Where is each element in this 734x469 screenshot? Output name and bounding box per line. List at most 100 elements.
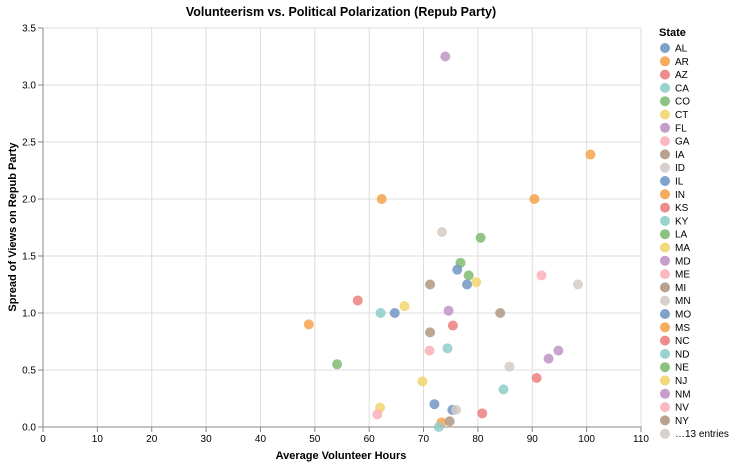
legend-swatch — [660, 295, 670, 306]
legend-entry-label: MS — [675, 323, 690, 334]
legend-entry-label: MN — [675, 296, 691, 307]
legend-entry-label: ME — [675, 270, 690, 281]
legend-entry-label: …13 entries — [675, 429, 729, 440]
y-tick-label: 1.5 — [22, 252, 36, 263]
legend: State AL AR AZ CA CO CT FL GA IA ID IL IN KS KY LA MA MD… — [659, 27, 729, 440]
legend-swatch — [660, 322, 670, 333]
legend-swatch — [660, 375, 670, 386]
data-point — [553, 345, 564, 356]
data-point — [451, 404, 462, 415]
x-tick-label: 30 — [201, 434, 213, 445]
data-point — [498, 384, 509, 395]
legend-entry-label: FL — [675, 123, 687, 134]
y-tick-label: 2.0 — [22, 195, 36, 206]
data-point — [529, 194, 540, 204]
legend-swatch — [660, 149, 670, 160]
legend-entry-label: NY — [675, 416, 689, 427]
axes: 0 10 20 30 40 50 60 70 80 90 100 110 0.0 0.5 1.0 1.5 2.0… — [22, 24, 649, 446]
x-tick-label: 90 — [527, 434, 539, 445]
data-point — [372, 409, 383, 420]
x-tick-label: 10 — [92, 434, 104, 445]
legend-entry-label: NM — [675, 389, 691, 400]
legend-swatch — [660, 282, 670, 293]
data-point — [462, 279, 473, 290]
data-point — [444, 416, 455, 427]
data-point — [429, 399, 440, 410]
legend-swatch — [660, 229, 670, 240]
x-tick-label: 0 — [40, 434, 46, 445]
legend-swatch — [660, 122, 670, 133]
y-tick-label: 1.0 — [22, 309, 36, 320]
legend-entry-label: MA — [675, 243, 690, 254]
legend-entry-label: KY — [675, 216, 689, 227]
x-tick-label: 110 — [633, 434, 649, 445]
legend-swatch — [660, 109, 670, 120]
y-axis-label: Spread of Views on Repub Party — [7, 142, 19, 312]
y-tick-label: 3.0 — [22, 81, 36, 92]
legend-swatch — [660, 215, 670, 226]
x-tick-label: 40 — [255, 434, 267, 445]
legend-entry-label: ND — [675, 349, 689, 360]
data-point — [443, 305, 454, 316]
legend-entry-label: GA — [675, 137, 690, 148]
legend-entry-label: KS — [675, 203, 689, 214]
data-point — [417, 376, 428, 387]
legend-swatch — [660, 402, 670, 413]
data-point — [352, 295, 363, 306]
legend-entry-label: MD — [675, 256, 691, 267]
legend-entry-label: MO — [675, 310, 691, 321]
legend-swatch — [660, 82, 670, 93]
legend-entry-label: CA — [675, 83, 689, 94]
legend-swatch — [660, 189, 670, 200]
data-point — [495, 308, 506, 318]
legend-swatch — [660, 309, 670, 319]
legend-swatch — [660, 69, 670, 80]
legend-swatch — [660, 415, 670, 426]
data-point — [376, 194, 387, 204]
y-tick-label: 0.5 — [22, 366, 36, 377]
x-tick-label: 80 — [472, 434, 484, 445]
legend-swatch — [660, 269, 670, 280]
legend-swatch — [660, 428, 670, 439]
y-tick-label: 2.5 — [22, 138, 36, 149]
x-tick-label: 70 — [418, 434, 430, 445]
data-point — [375, 308, 386, 318]
data-point — [303, 319, 314, 330]
legend-entry-label: IA — [675, 150, 685, 161]
data-point — [531, 372, 542, 383]
data-point — [425, 327, 436, 338]
data-point — [442, 343, 453, 354]
legend-title: State — [659, 27, 686, 39]
data-point — [440, 51, 451, 62]
legend-entry-label: NE — [675, 363, 689, 374]
legend-entry-label: CT — [675, 110, 688, 121]
data-point — [447, 320, 458, 331]
legend-swatch — [660, 255, 670, 266]
data-point — [437, 227, 448, 238]
x-tick-label: 60 — [364, 434, 376, 445]
legend-swatch — [660, 362, 670, 373]
data-point — [572, 279, 583, 290]
data-point — [389, 308, 400, 318]
data-point — [433, 422, 444, 432]
legend-swatch — [660, 162, 670, 173]
legend-entry-label: AL — [675, 44, 688, 55]
legend-swatch — [660, 242, 670, 253]
data-point — [585, 149, 596, 160]
data-point — [475, 232, 486, 243]
legend-entry-label: CO — [675, 97, 690, 108]
x-tick-label: 20 — [146, 434, 158, 445]
legend-entry-label: IN — [675, 190, 685, 201]
data-point — [504, 361, 515, 372]
data-point — [536, 270, 547, 281]
legend-entry-label: AR — [675, 57, 689, 68]
data-point — [399, 301, 410, 312]
data-point — [471, 277, 482, 288]
legend-swatch — [660, 56, 670, 67]
legend-swatch — [660, 96, 670, 107]
data-point — [463, 270, 474, 281]
legend-swatch — [660, 388, 670, 399]
legend-swatch — [660, 202, 670, 213]
